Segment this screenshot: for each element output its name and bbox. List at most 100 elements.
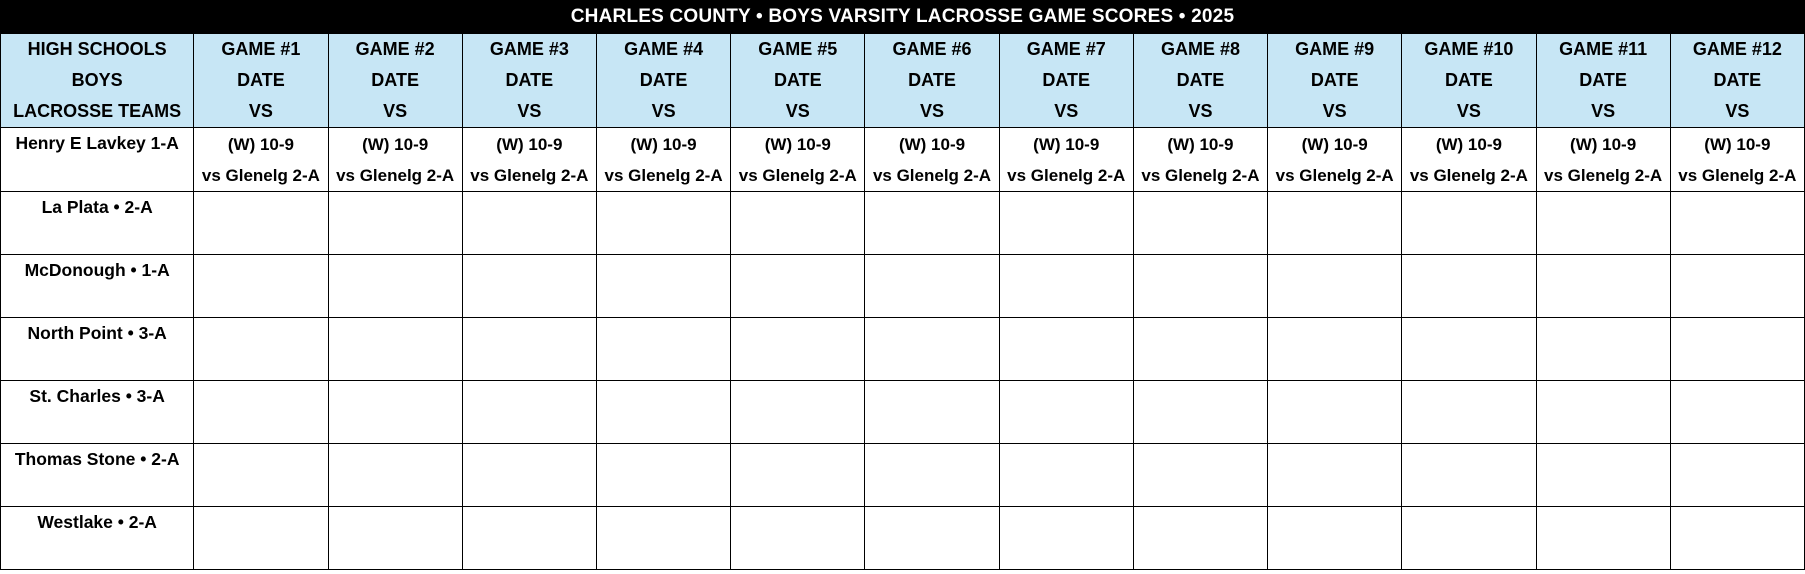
game-result-cell[interactable] (595, 380, 732, 444)
game-result-cell[interactable] (1132, 443, 1269, 507)
game-result-cell[interactable] (1401, 443, 1537, 507)
game-result-cell[interactable] (1669, 317, 1805, 381)
game-result-cell[interactable] (1267, 380, 1403, 444)
game-result-cell[interactable] (998, 254, 1134, 318)
game-result-cell[interactable] (1535, 191, 1671, 255)
game-result-cell[interactable] (595, 506, 732, 570)
game-result-cell[interactable] (595, 191, 732, 255)
game-opponent: vs Glenelg 2-A (1141, 166, 1260, 185)
game-header-date: DATE (1310, 70, 1359, 90)
game-result-cell[interactable] (1669, 254, 1805, 318)
game-result-cell[interactable]: (W) 10-9 vs Glenelg 2-A (595, 127, 732, 192)
game-result-cell[interactable]: (W) 10-9 vs Glenelg 2-A (193, 127, 329, 192)
game-result-cell[interactable] (730, 317, 866, 381)
game-result-cell[interactable] (461, 254, 597, 318)
game-result-cell[interactable]: (W) 10-9 vs Glenelg 2-A (1401, 127, 1537, 192)
game-header-vs: VS (920, 101, 945, 121)
game-header-vs: VS (1322, 101, 1347, 121)
game-result-cell[interactable] (1267, 443, 1403, 507)
game-result-cell[interactable] (1401, 191, 1537, 255)
game-result-cell[interactable] (998, 380, 1134, 444)
game-result-cell[interactable] (730, 191, 866, 255)
game-result-cell[interactable] (1401, 317, 1537, 381)
game-result-cell[interactable] (730, 254, 866, 318)
game-header-game: GAME #2 (355, 39, 435, 59)
game-result-cell[interactable] (1401, 254, 1537, 318)
game-result-cell[interactable] (1132, 317, 1269, 381)
game-result-cell[interactable] (1669, 506, 1805, 570)
game-result-cell[interactable] (1535, 254, 1671, 318)
game-result-cell[interactable] (193, 443, 329, 507)
game-opponent: vs Glenelg 2-A (1409, 166, 1528, 185)
game-result-cell[interactable] (864, 506, 1000, 570)
game-result-cell[interactable]: (W) 10-9 vs Glenelg 2-A (864, 127, 1000, 192)
game-result-cell[interactable] (1401, 380, 1537, 444)
table-row: La Plata • 2-A (0, 191, 1805, 255)
game-result-cell[interactable] (864, 191, 1000, 255)
game-result-cell[interactable] (1535, 506, 1671, 570)
game-result-cell[interactable]: (W) 10-9 vs Glenelg 2-A (1535, 127, 1671, 192)
game-result-cell[interactable] (1267, 254, 1403, 318)
game-opponent: vs Glenelg 2-A (738, 166, 857, 185)
team-name-cell: La Plata • 2-A (0, 191, 195, 255)
game-result-cell[interactable] (864, 254, 1000, 318)
game-result-cell[interactable] (1535, 317, 1671, 381)
game-result-cell[interactable] (193, 254, 329, 318)
game-score: (W) 10-9 (1301, 135, 1368, 154)
game-result-cell[interactable] (998, 506, 1134, 570)
game-header-date: DATE (908, 70, 956, 90)
game-header-vs: VS (383, 101, 408, 121)
game-result-cell[interactable] (730, 380, 866, 444)
game-result-cell[interactable] (1669, 443, 1805, 507)
game-result-cell[interactable] (998, 191, 1134, 255)
game-result-cell[interactable] (461, 317, 597, 381)
game-result-cell[interactable] (1132, 191, 1269, 255)
game-result-cell[interactable] (730, 506, 866, 570)
game-result-cell[interactable] (595, 443, 732, 507)
game-result-cell[interactable] (864, 443, 1000, 507)
game-result-cell[interactable] (1535, 380, 1671, 444)
game-result-cell[interactable] (1535, 443, 1671, 507)
game-result-cell[interactable] (461, 506, 597, 570)
game-result-cell[interactable] (730, 443, 866, 507)
game-result-cell[interactable] (327, 317, 463, 381)
game-result-cell[interactable] (1267, 506, 1403, 570)
game-result-cell[interactable] (327, 191, 463, 255)
game-result-cell[interactable] (461, 443, 597, 507)
game-result-cell[interactable] (1401, 506, 1537, 570)
game-result-cell[interactable]: (W) 10-9 vs Glenelg 2-A (998, 127, 1134, 192)
game-opponent: vs Glenelg 2-A (1544, 166, 1663, 185)
game-result-cell[interactable] (864, 380, 1000, 444)
game-result-cell[interactable] (327, 506, 463, 570)
game-result-cell[interactable] (461, 191, 597, 255)
game-result-cell[interactable] (1669, 191, 1805, 255)
game-result-cell[interactable] (193, 317, 329, 381)
game-result-cell[interactable] (595, 254, 732, 318)
game-result-cell[interactable]: (W) 10-9 vs Glenelg 2-A (461, 127, 597, 192)
game-result-cell[interactable] (864, 317, 1000, 381)
game-result-cell[interactable] (193, 191, 329, 255)
team-name-cell: McDonough • 1-A (0, 254, 195, 318)
game-result-cell[interactable]: (W) 10-9 vs Glenelg 2-A (327, 127, 463, 192)
game-result-cell[interactable] (327, 254, 463, 318)
game-result-cell[interactable] (461, 380, 597, 444)
game-result-cell[interactable] (327, 380, 463, 444)
game-result-cell[interactable]: (W) 10-9 vs Glenelg 2-A (1669, 127, 1805, 192)
game-result-cell[interactable]: (W) 10-9 vs Glenelg 2-A (730, 127, 866, 192)
game-result-cell[interactable] (1669, 380, 1805, 444)
game-result-cell[interactable]: (W) 10-9 vs Glenelg 2-A (1267, 127, 1403, 192)
game-result-cell[interactable] (595, 317, 732, 381)
game-result-cell[interactable] (998, 443, 1134, 507)
game-result-cell[interactable] (998, 317, 1134, 381)
sheet-title: CHARLES COUNTY • BOYS VARSITY LACROSSE G… (0, 0, 1805, 33)
game-score: (W) 10-9 (1435, 135, 1502, 154)
game-result-cell[interactable] (1267, 317, 1403, 381)
game-result-cell[interactable] (193, 380, 329, 444)
game-result-cell[interactable] (1132, 506, 1269, 570)
game-result-cell[interactable] (1132, 254, 1269, 318)
game-result-cell[interactable]: (W) 10-9 vs Glenelg 2-A (1132, 127, 1269, 192)
game-result-cell[interactable] (327, 443, 463, 507)
game-result-cell[interactable] (1132, 380, 1269, 444)
game-result-cell[interactable] (193, 506, 329, 570)
game-result-cell[interactable] (1267, 191, 1403, 255)
